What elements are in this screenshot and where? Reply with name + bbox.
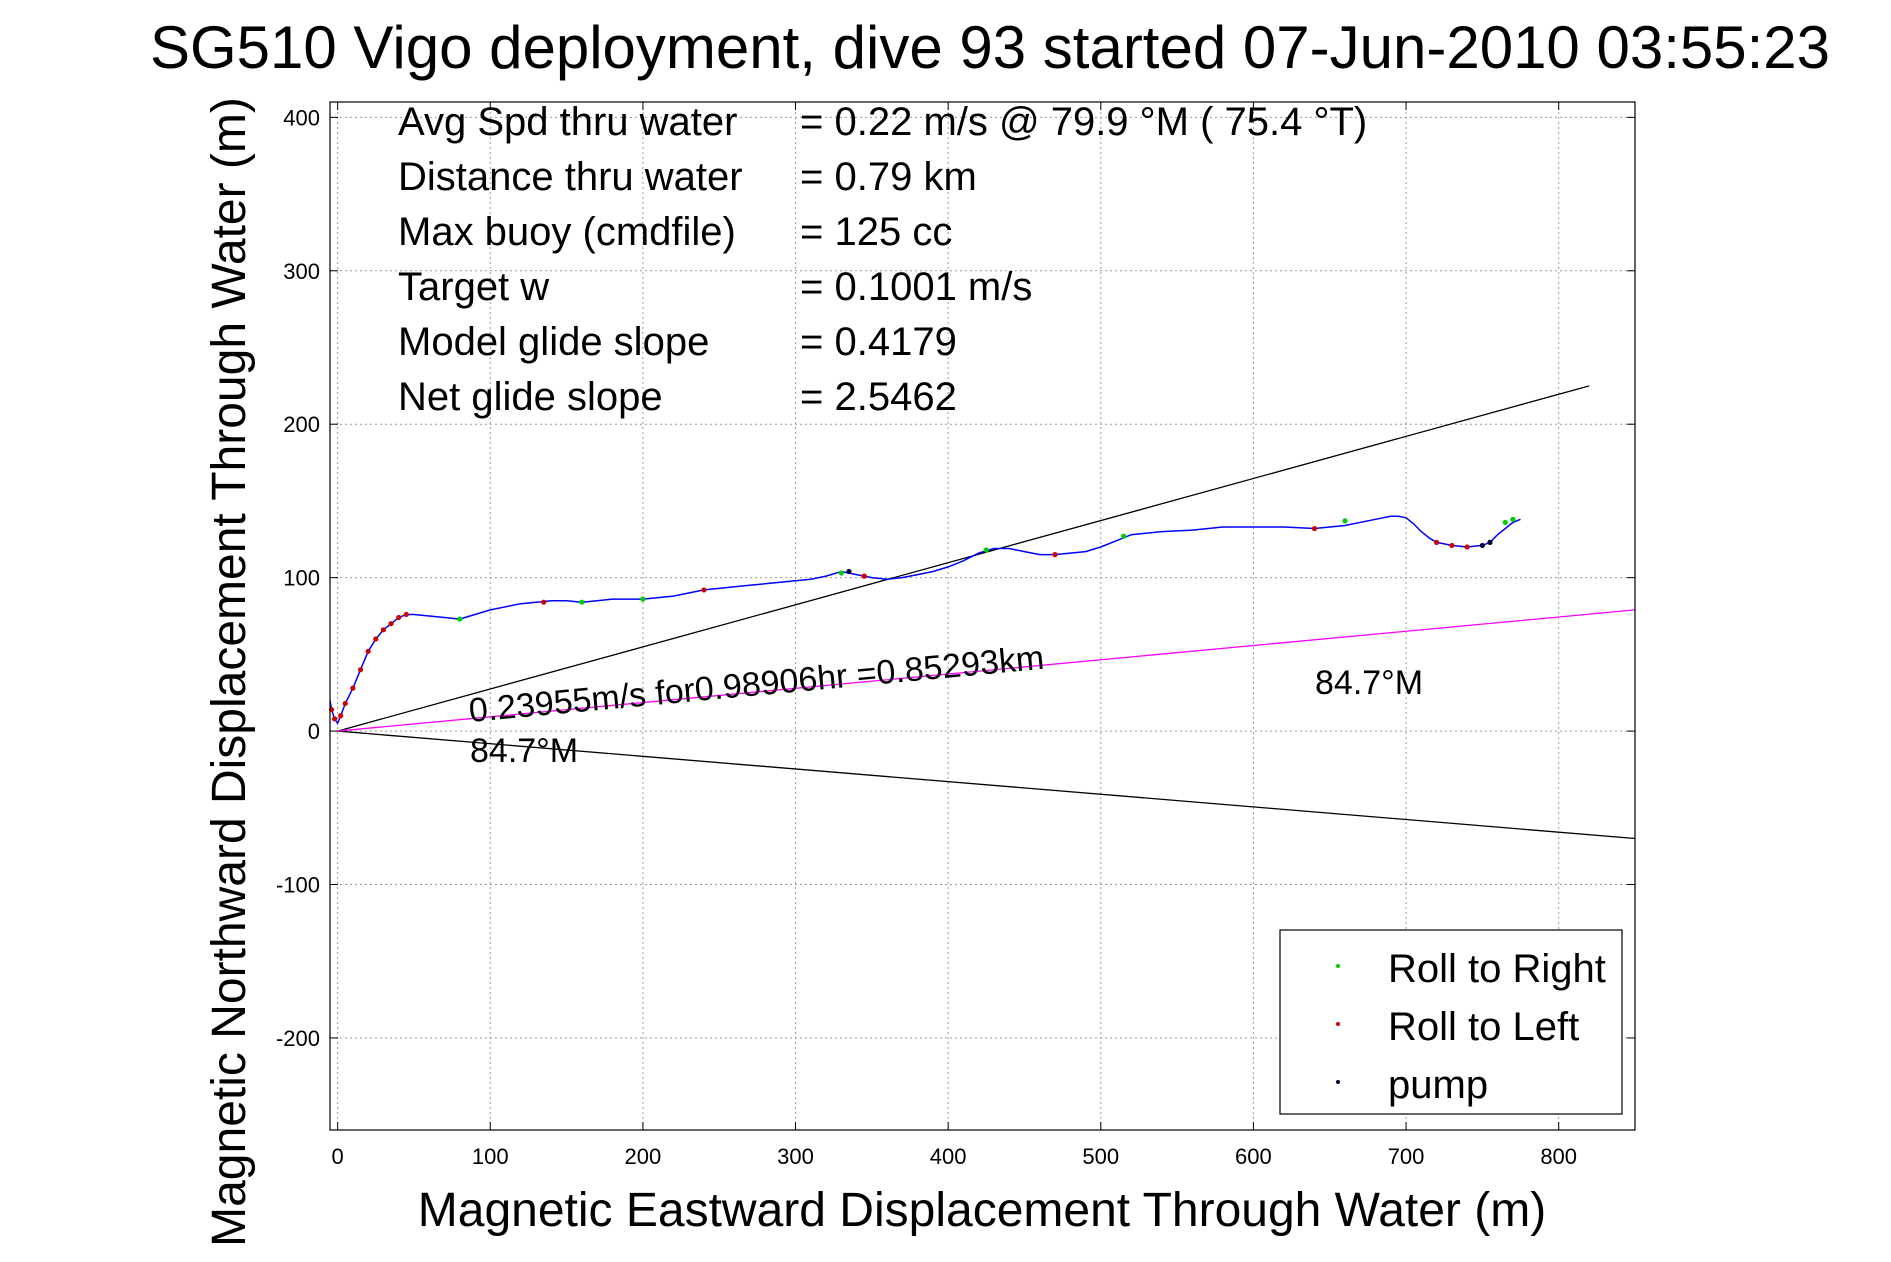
info-value-0: = 0.22 m/s @ 79.9 °M ( 75.4 °T) [800,100,1367,144]
x-tick-label: 200 [625,1144,662,1169]
roll-right-marker [838,570,844,576]
y-tick-label: 200 [283,412,320,437]
roll-left-marker [350,685,356,691]
roll-right-marker [1510,516,1516,522]
pump-marker [1479,542,1485,549]
y-tick-label: -200 [276,1026,320,1051]
x-tick-label: 300 [777,1144,814,1169]
roll-right-marker [1121,533,1127,539]
x-tick-label: 800 [1540,1144,1577,1169]
roll-left-marker [357,667,364,673]
roll-left-marker [1052,552,1058,558]
roll-right-marker [1342,518,1348,524]
y-tick-label: 0 [308,719,320,744]
roll-left-marker [1433,539,1440,545]
x-axis-label: Magnetic Eastward Displacement Through W… [418,1184,1546,1237]
roll-left-marker [1449,542,1455,549]
info-value-3: = 0.1001 m/s [800,265,1032,309]
roll-left-marker [380,627,387,633]
reference-lines [337,385,1636,840]
info-box: Avg Spd thru water = 0.22 m/s @ 79.9 °M … [398,100,1367,419]
x-tick-label: 0 [332,1144,344,1169]
heading-annotation-near: 84.7°M [470,732,578,770]
ticks: 0 100 200 300 400 500 600 700 800 400 300 200 100 0 -1… [276,102,1635,1169]
y-tick-label: 400 [283,105,320,130]
x-tick-label: 400 [930,1144,967,1169]
info-value-2: = 125 cc [800,210,952,254]
x-tick-label: 700 [1388,1144,1425,1169]
info-label-1: Distance thru water [398,155,743,199]
info-label-3: Target w [398,265,549,309]
legend-label-roll-right: Roll to Right [1388,947,1606,991]
legend-marker-pump [1336,1080,1340,1084]
reference-line [337,609,1636,732]
y-tick-label: 300 [283,259,320,284]
reference-line [337,385,1590,732]
roll-left-marker [1311,525,1318,532]
roll-left-marker [1464,544,1470,550]
roll-left-marker [396,614,402,621]
info-label-0: Avg Spd thru water [398,100,737,144]
plot-frame [329,101,1636,1131]
pump-marker [1487,539,1493,545]
info-label-2: Max buoy (cmdfile) [398,210,736,254]
roll-right-marker [1502,519,1508,526]
roll-left-marker [403,611,409,618]
current-annotation: 0.23955m/s for0.98906hr =0.85293km [467,639,1045,730]
legend-marker-roll-right [1336,964,1340,968]
info-label-5: Net glide slope [398,375,663,419]
legend-marker-roll-left [1336,1022,1340,1026]
roll-left-marker [365,648,371,654]
info-label-4: Model glide slope [398,320,709,364]
roll-left-marker [541,599,547,605]
roll-left-marker [331,716,338,722]
roll-left-marker [338,713,344,719]
legend-label-pump: pump [1388,1063,1488,1107]
roll-right-marker [983,547,989,553]
y-axis-label: Magnetic Northward Displacement Through … [203,97,256,1247]
roll-right-marker [579,599,585,605]
legend-label-roll-left: Roll to Left [1388,1005,1579,1049]
reference-line [337,730,1636,840]
roll-left-marker [701,587,707,593]
chart-title: SG510 Vigo deployment, dive 93 started 0… [150,14,1830,81]
info-value-5: = 2.5462 [800,375,957,419]
info-value-1: = 0.79 km [800,155,977,199]
roll-right-marker [457,616,463,622]
pump-marker [846,568,852,575]
x-tick-label: 600 [1235,1144,1272,1169]
roll-right-marker [640,596,646,602]
legend: Roll to Right Roll to Left pump [1279,929,1623,1115]
heading-annotation-far: 84.7°M [1315,664,1423,702]
roll-left-marker [342,700,348,707]
x-tick-label: 500 [1082,1144,1119,1169]
y-tick-label: -100 [276,873,320,898]
x-tick-label: 100 [472,1144,509,1169]
info-value-4: = 0.4179 [800,320,957,364]
y-tick-label: 100 [283,566,320,591]
roll-left-marker [388,621,394,627]
roll-left-marker [373,636,379,642]
markers [328,516,1516,722]
roll-left-marker [861,573,867,579]
